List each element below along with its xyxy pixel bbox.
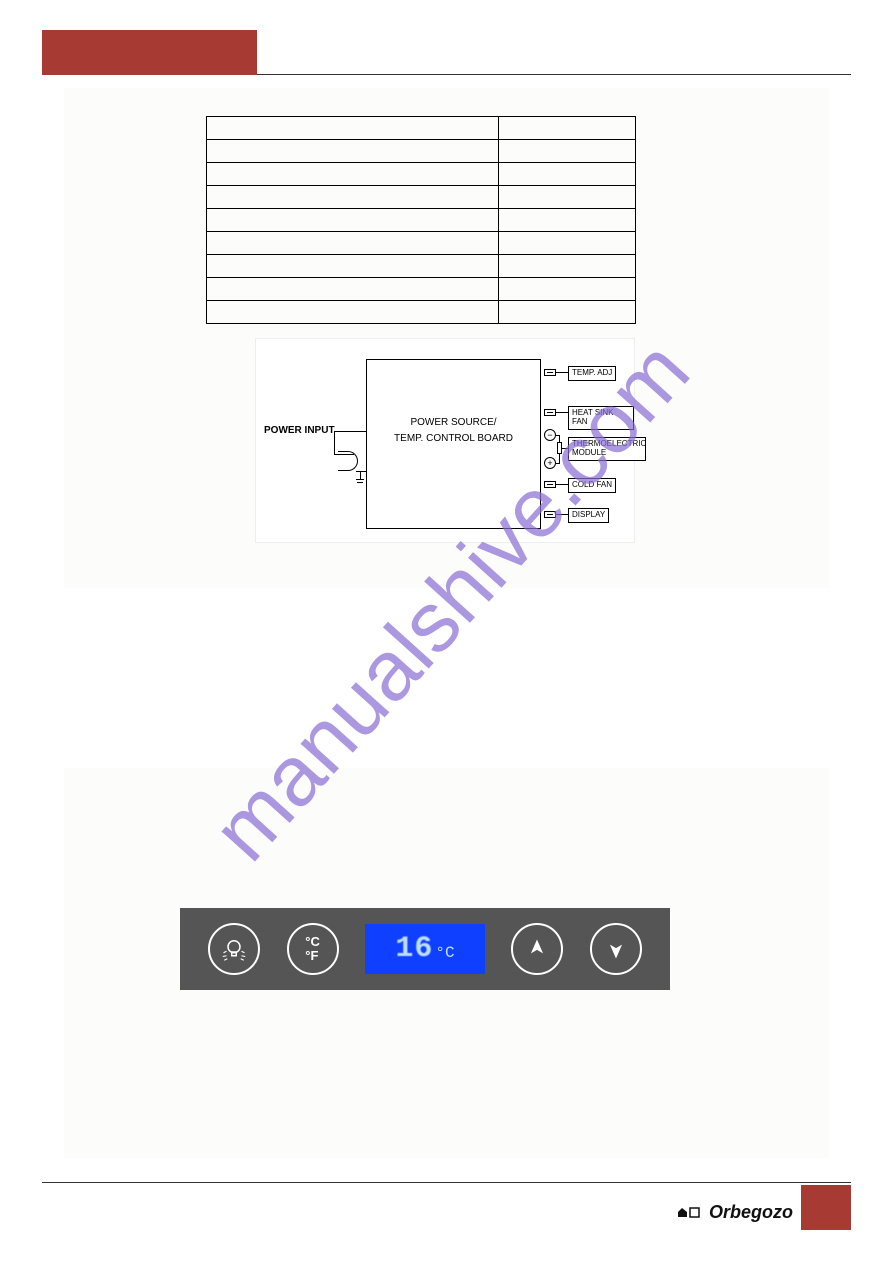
temp-down-button[interactable] [590,923,642,975]
table-row [207,117,636,140]
table-cell [207,117,499,140]
diagram-wire [556,514,568,515]
diagram-wire [559,435,560,442]
connector-icon [544,369,556,376]
connector-icon [544,511,556,518]
footer-brand: Orbegozo [678,1202,793,1223]
ground-symbol [338,451,358,471]
connector-icon [544,409,556,416]
table-row [207,232,636,255]
thermoelectric-box: THERMOELECTRICMODULE [568,437,646,461]
diagram-wire [556,412,568,413]
table-row [207,255,636,278]
spec-table [206,116,636,324]
diagram-wire [559,454,560,463]
chevron-down-icon [603,936,629,962]
minus-terminal-icon: − [544,429,556,441]
diagram-wire [334,431,366,432]
temp-adj-box: TEMP. ADJ [568,366,616,381]
temperature-value: 16 [395,932,433,966]
circuit-diagram: POWER INPUT POWER SOURCE/ TEMP. CONTROL … [255,338,635,543]
power-source-label: POWER SOURCE/ TEMP. CONTROL BOARD [367,415,540,447]
table-row [207,163,636,186]
control-panel: °C°F 16 °C [180,908,670,990]
footer-accent-block [801,1185,851,1230]
cold-fan-box: COLD FAN [568,478,616,493]
diagram-wire [360,471,361,479]
thermoelectric-label: THERMOELECTRICMODULE [572,439,646,457]
bottom-rule [42,1182,851,1183]
table-row [207,140,636,163]
power-input-label: POWER INPUT [264,425,335,436]
diagram-wire [356,479,364,480]
heatsink-fan-box: HEAT SINK FAN [568,406,634,430]
brand-icon [678,1202,700,1223]
table-row [207,278,636,301]
display-box: DISPLAY [568,508,609,523]
chevron-up-icon [524,936,550,962]
table-row [207,301,636,324]
table-cell [498,117,635,140]
table-row [207,209,636,232]
temperature-unit: °C [435,944,454,962]
diagram-wire [556,372,568,373]
diagram-wire [556,463,560,464]
light-button[interactable] [208,923,260,975]
unit-toggle-button[interactable]: °C°F [287,923,339,975]
diagram-wire [334,431,335,454]
temperature-display: 16 °C [365,924,485,974]
connector-icon [544,481,556,488]
plus-terminal-icon: + [544,457,556,469]
temp-up-button[interactable] [511,923,563,975]
celsius-fahrenheit-label: °C°F [305,935,320,964]
light-icon [219,934,249,964]
diagram-wire [556,484,568,485]
diagram-wire [356,471,366,472]
diagram-wire [357,482,363,483]
table-row [207,186,636,209]
power-source-box: POWER SOURCE/ TEMP. CONTROL BOARD [366,359,541,529]
header-accent-block [42,30,257,75]
